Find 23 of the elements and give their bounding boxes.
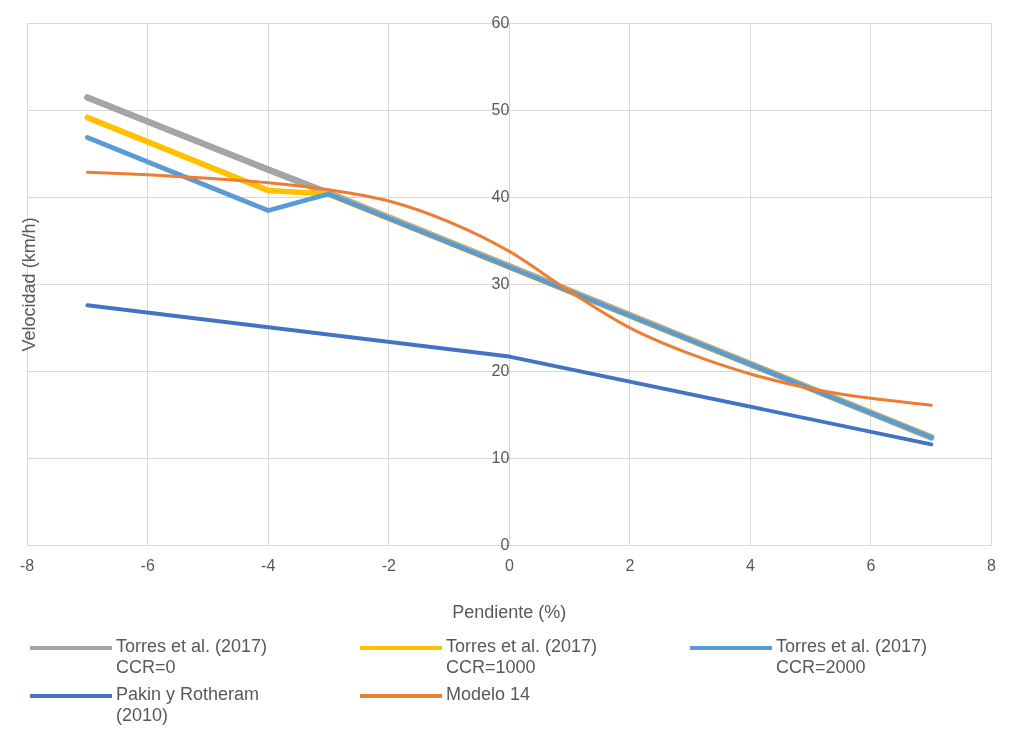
x-tick-label: 8 <box>987 557 997 575</box>
x-tick-label: -4 <box>261 557 276 575</box>
y-tick-label: 20 <box>491 361 510 379</box>
y-tick-label: 60 <box>491 14 510 32</box>
legend-label: Modelo 14 <box>446 684 532 705</box>
y-tick-label: 0 <box>500 535 510 553</box>
legend-label: Pakin y Rotheram (2010) <box>116 684 261 726</box>
y-tick-label: 10 <box>491 448 510 466</box>
x-tick-label: -2 <box>381 557 396 575</box>
x-tick-label: 6 <box>866 557 876 575</box>
legend-label: Torres et al. (2017) CCR=0 <box>116 636 269 678</box>
y-tick-label: 50 <box>491 100 510 118</box>
y-tick-label: 40 <box>491 187 510 205</box>
x-tick-label: 4 <box>745 557 755 575</box>
legend-label: Torres et al. (2017) CCR=1000 <box>446 636 599 678</box>
x-tick-label: -8 <box>20 557 35 575</box>
y-tick-label: 30 <box>491 274 510 292</box>
x-tick-label: -6 <box>140 557 155 575</box>
y-axis-title: Velocidad (km/h) <box>18 217 39 352</box>
line-series <box>85 170 933 407</box>
x-tick-label: 2 <box>625 557 635 575</box>
x-axis-title: Pendiente (%) <box>452 602 567 623</box>
legend-label: Torres et al. (2017) CCR=2000 <box>776 636 929 678</box>
